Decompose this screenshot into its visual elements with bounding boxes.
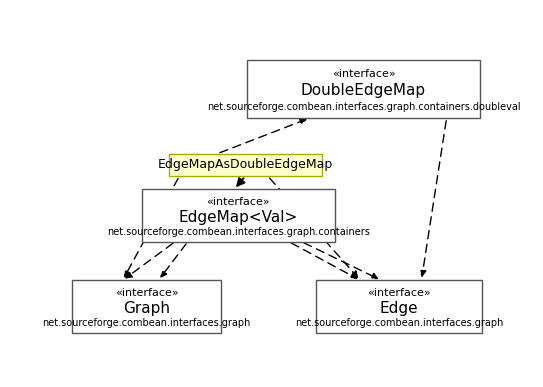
- Text: EdgeMapAsDoubleEdgeMap: EdgeMapAsDoubleEdgeMap: [158, 158, 333, 171]
- Text: DoubleEdgeMap: DoubleEdgeMap: [301, 83, 426, 98]
- FancyBboxPatch shape: [169, 154, 323, 176]
- Text: net.sourceforge.combean.interfaces.graph.containers.doubleval: net.sourceforge.combean.interfaces.graph…: [207, 103, 520, 113]
- FancyBboxPatch shape: [247, 60, 481, 118]
- Text: «interface»: «interface»: [115, 288, 179, 298]
- Text: Graph: Graph: [123, 300, 171, 315]
- Text: net.sourceforge.combean.interfaces.graph: net.sourceforge.combean.interfaces.graph: [295, 318, 503, 328]
- Text: net.sourceforge.combean.interfaces.graph: net.sourceforge.combean.interfaces.graph: [42, 318, 251, 328]
- FancyBboxPatch shape: [72, 280, 222, 332]
- Text: net.sourceforge.combean.interfaces.graph.containers: net.sourceforge.combean.interfaces.graph…: [107, 227, 370, 237]
- Text: «interface»: «interface»: [206, 197, 270, 207]
- FancyBboxPatch shape: [142, 190, 335, 241]
- Text: «interface»: «interface»: [368, 288, 431, 298]
- Text: «interface»: «interface»: [332, 69, 395, 79]
- Text: Edge: Edge: [380, 300, 419, 315]
- FancyBboxPatch shape: [316, 280, 482, 332]
- Text: EdgeMap<Val>: EdgeMap<Val>: [179, 210, 298, 224]
